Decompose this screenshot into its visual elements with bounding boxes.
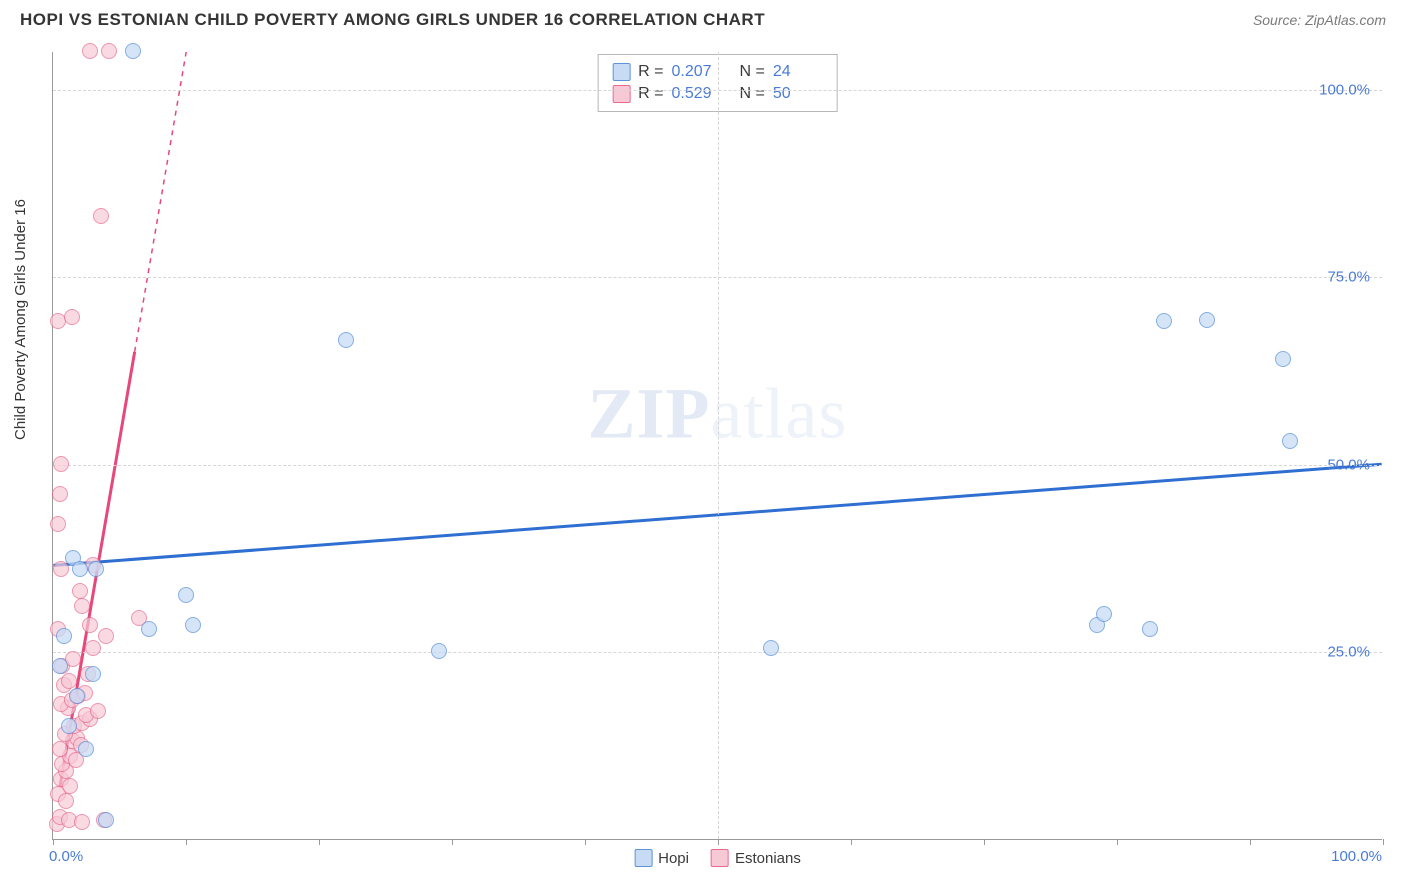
- x-tick-mark: [984, 839, 985, 845]
- x-tick-mark: [585, 839, 586, 845]
- scatter-point-estonians: [93, 208, 109, 224]
- r-value: 0.207: [672, 63, 722, 81]
- scatter-point-hopi: [338, 332, 354, 348]
- scatter-point-hopi: [1142, 621, 1158, 637]
- x-tick-mark: [1250, 839, 1251, 845]
- scatter-point-hopi: [1096, 606, 1112, 622]
- scatter-point-hopi: [1275, 351, 1291, 367]
- x-tick-label: 100.0%: [1331, 848, 1382, 865]
- y-tick-label: 25.0%: [1327, 644, 1370, 661]
- chart-plot-area: ZIPatlas R =0.207N =24R =0.529N =50 Hopi…: [52, 52, 1382, 840]
- scatter-point-estonians: [101, 43, 117, 59]
- scatter-point-hopi: [141, 621, 157, 637]
- legend-item-estonians: Estonians: [711, 849, 801, 867]
- scatter-point-estonians: [53, 456, 69, 472]
- scatter-point-estonians: [52, 486, 68, 502]
- r-label: R =: [638, 63, 663, 81]
- legend-label: Estonians: [735, 850, 801, 867]
- x-tick-mark: [1117, 839, 1118, 845]
- x-tick-mark: [1383, 839, 1384, 845]
- n-value: 50: [773, 85, 823, 103]
- n-value: 24: [773, 63, 823, 81]
- scatter-point-hopi: [763, 640, 779, 656]
- scatter-point-hopi: [85, 666, 101, 682]
- scatter-point-estonians: [50, 516, 66, 532]
- scatter-point-estonians: [98, 628, 114, 644]
- x-tick-mark: [851, 839, 852, 845]
- y-tick-label: 75.0%: [1327, 269, 1370, 286]
- r-label: R =: [638, 85, 663, 103]
- scatter-point-hopi: [1199, 312, 1215, 328]
- scatter-point-estonians: [74, 814, 90, 830]
- scatter-point-estonians: [61, 673, 77, 689]
- swatch-hopi: [634, 849, 652, 867]
- source-label: Source: ZipAtlas.com: [1253, 12, 1386, 28]
- x-tick-mark: [718, 839, 719, 845]
- scatter-point-estonians: [62, 778, 78, 794]
- legend-item-hopi: Hopi: [634, 849, 689, 867]
- scatter-point-estonians: [90, 703, 106, 719]
- scatter-point-hopi: [125, 43, 141, 59]
- x-tick-mark: [53, 839, 54, 845]
- scatter-point-estonians: [82, 43, 98, 59]
- scatter-point-hopi: [98, 812, 114, 828]
- gridline-v: [718, 52, 719, 839]
- chart-title: HOPI VS ESTONIAN CHILD POVERTY AMONG GIR…: [20, 10, 765, 30]
- scatter-point-hopi: [1156, 313, 1172, 329]
- scatter-point-estonians: [85, 640, 101, 656]
- scatter-point-estonians: [64, 309, 80, 325]
- scatter-point-hopi: [61, 718, 77, 734]
- swatch-estonians: [711, 849, 729, 867]
- scatter-point-hopi: [185, 617, 201, 633]
- legend-label: Hopi: [658, 850, 689, 867]
- n-label: N =: [740, 85, 765, 103]
- series-legend: Hopi Estonians: [634, 849, 801, 867]
- scatter-point-estonians: [74, 598, 90, 614]
- scatter-point-hopi: [72, 561, 88, 577]
- y-tick-label: 100.0%: [1319, 81, 1370, 98]
- scatter-point-hopi: [1282, 433, 1298, 449]
- swatch-hopi: [612, 63, 630, 81]
- header: HOPI VS ESTONIAN CHILD POVERTY AMONG GIR…: [0, 0, 1406, 38]
- scatter-point-estonians: [72, 583, 88, 599]
- r-value: 0.529: [672, 85, 722, 103]
- n-label: N =: [740, 63, 765, 81]
- scatter-point-hopi: [431, 643, 447, 659]
- scatter-point-hopi: [178, 587, 194, 603]
- scatter-point-hopi: [78, 741, 94, 757]
- x-tick-mark: [319, 839, 320, 845]
- scatter-point-hopi: [56, 628, 72, 644]
- scatter-point-estonians: [82, 617, 98, 633]
- trend-line: [135, 52, 187, 352]
- y-tick-label: 50.0%: [1327, 456, 1370, 473]
- scatter-point-hopi: [52, 658, 68, 674]
- x-tick-label: 0.0%: [49, 848, 83, 865]
- y-axis-label: Child Poverty Among Girls Under 16: [12, 199, 29, 440]
- x-tick-mark: [186, 839, 187, 845]
- x-tick-mark: [452, 839, 453, 845]
- swatch-estonians: [612, 85, 630, 103]
- scatter-point-hopi: [88, 561, 104, 577]
- scatter-point-hopi: [69, 688, 85, 704]
- scatter-point-estonians: [58, 793, 74, 809]
